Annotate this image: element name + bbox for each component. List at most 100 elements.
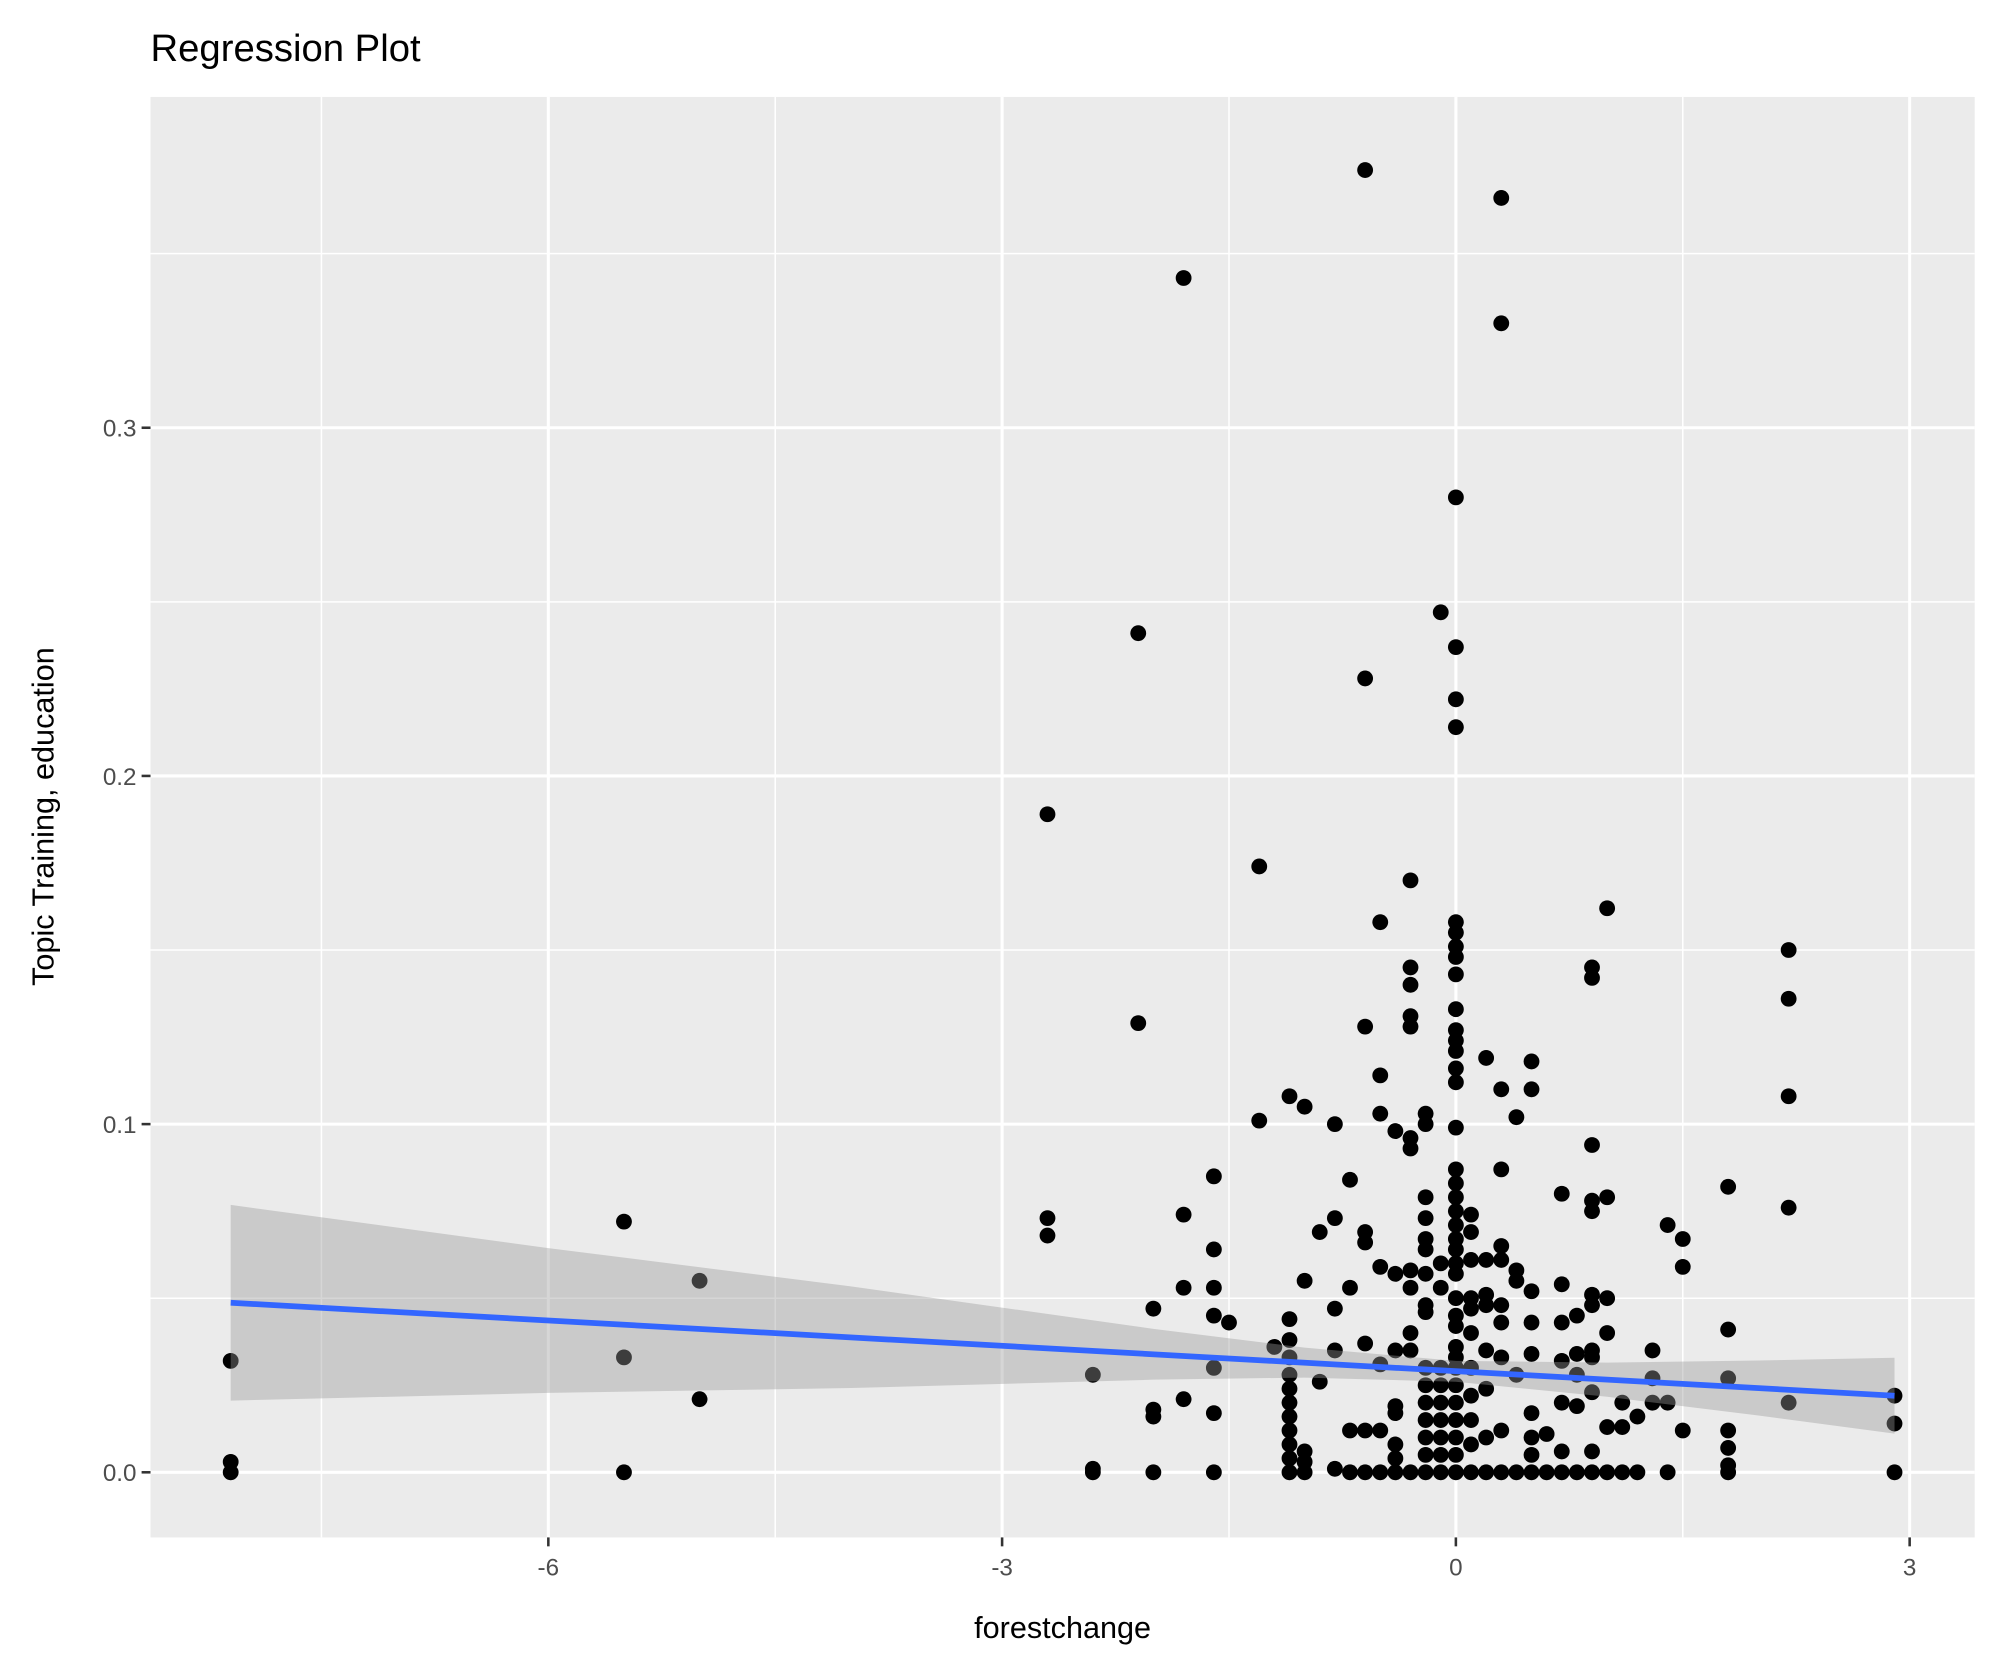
data-point [1417,1116,1434,1133]
data-point [1432,604,1449,621]
data-point [1432,1464,1449,1481]
data-point [1296,1098,1313,1115]
data-point [1447,1001,1464,1018]
x-tick-label: -3 [991,1555,1013,1582]
data-point [1205,1168,1222,1185]
data-point [1281,1088,1298,1105]
data-point [1417,1377,1434,1394]
data-point [1342,1464,1358,1481]
data-point [1447,1377,1464,1394]
data-point [1387,1436,1404,1453]
data-point [1447,1074,1464,1091]
data-point [1523,1053,1540,1070]
data-point [1463,1464,1479,1481]
data-point [1478,1342,1495,1359]
data-point [1659,1464,1676,1481]
data-point [1342,1422,1358,1439]
data-point [1417,1265,1434,1282]
data-point [1523,1446,1540,1463]
data-point [1205,1279,1222,1296]
data-point [1644,1394,1661,1411]
data-point [1357,162,1374,178]
data-point [1523,1429,1540,1446]
data-point [1659,1394,1676,1411]
data-point [1568,1346,1585,1362]
data-point [1644,1342,1661,1359]
data-point [1553,1464,1570,1481]
data-point [1296,1464,1313,1481]
data-point [1311,1224,1328,1240]
data-point [1886,1464,1903,1481]
data-point [1417,1210,1434,1227]
data-point [1281,1394,1298,1411]
data-point [1342,1171,1358,1188]
data-point [1387,1265,1404,1282]
data-point [1145,1408,1162,1425]
data-point [1553,1443,1570,1460]
data-point [1599,1419,1616,1435]
data-point [1493,1314,1510,1331]
data-point [1432,1446,1449,1463]
data-point [1432,1279,1449,1296]
data-point [1493,1238,1510,1254]
data-point [1387,1450,1404,1467]
data-point [1447,1060,1464,1077]
data-point [1447,1189,1464,1206]
data-point [1145,1464,1162,1481]
data-point [1568,1398,1585,1415]
data-point [1447,1161,1464,1178]
data-point [1447,1318,1464,1334]
data-point [1432,1255,1449,1272]
data-point [1447,949,1464,965]
data-point [1281,1422,1298,1439]
data-point [1493,1422,1510,1439]
confidence-band [230,1204,1895,1434]
data-point [1417,1412,1434,1428]
data-point [1674,1231,1691,1247]
y-tick-label: 0.0 [103,1460,137,1487]
data-point [1568,1307,1585,1324]
data-point [1417,1429,1434,1446]
data-point [1553,1352,1570,1369]
data-point [1326,1342,1343,1359]
data-point [1780,1199,1797,1216]
data-point [1584,1384,1600,1401]
data-point [1720,1321,1737,1338]
data-point [1478,1380,1495,1397]
chart-title: Regression Plot [151,27,421,70]
data-point [1326,1210,1343,1227]
data-point [1584,969,1600,986]
data-point [1478,1050,1495,1066]
data-point [1130,625,1147,642]
data-point [1447,1241,1464,1258]
data-point [1584,1203,1600,1220]
data-point [1281,1380,1298,1397]
data-point [1508,1272,1525,1289]
data-point [1357,1335,1374,1352]
data-point [1432,1377,1449,1394]
data-point [1447,719,1464,736]
data-point [1674,1422,1691,1439]
data-point [1342,1279,1358,1296]
data-point [1281,1366,1298,1383]
data-point [1614,1419,1631,1435]
y-tick-label: 0.2 [103,764,137,791]
data-point [1720,1370,1737,1387]
data-point [1372,1422,1389,1439]
data-point [1493,1297,1510,1314]
data-point [1720,1440,1737,1456]
data-point [1432,1412,1449,1428]
data-point [1402,872,1419,889]
data-point [1493,1081,1510,1098]
data-point [1478,1297,1495,1314]
data-point [1281,1436,1298,1453]
data-point [1357,1234,1374,1251]
data-point [1372,1105,1389,1122]
data-point [222,1464,239,1481]
data-point [1659,1217,1676,1234]
data-point [1205,1359,1222,1376]
data-point [1357,1018,1374,1035]
data-point [1553,1314,1570,1331]
data-point [1372,1464,1389,1481]
data-point [1447,966,1464,983]
